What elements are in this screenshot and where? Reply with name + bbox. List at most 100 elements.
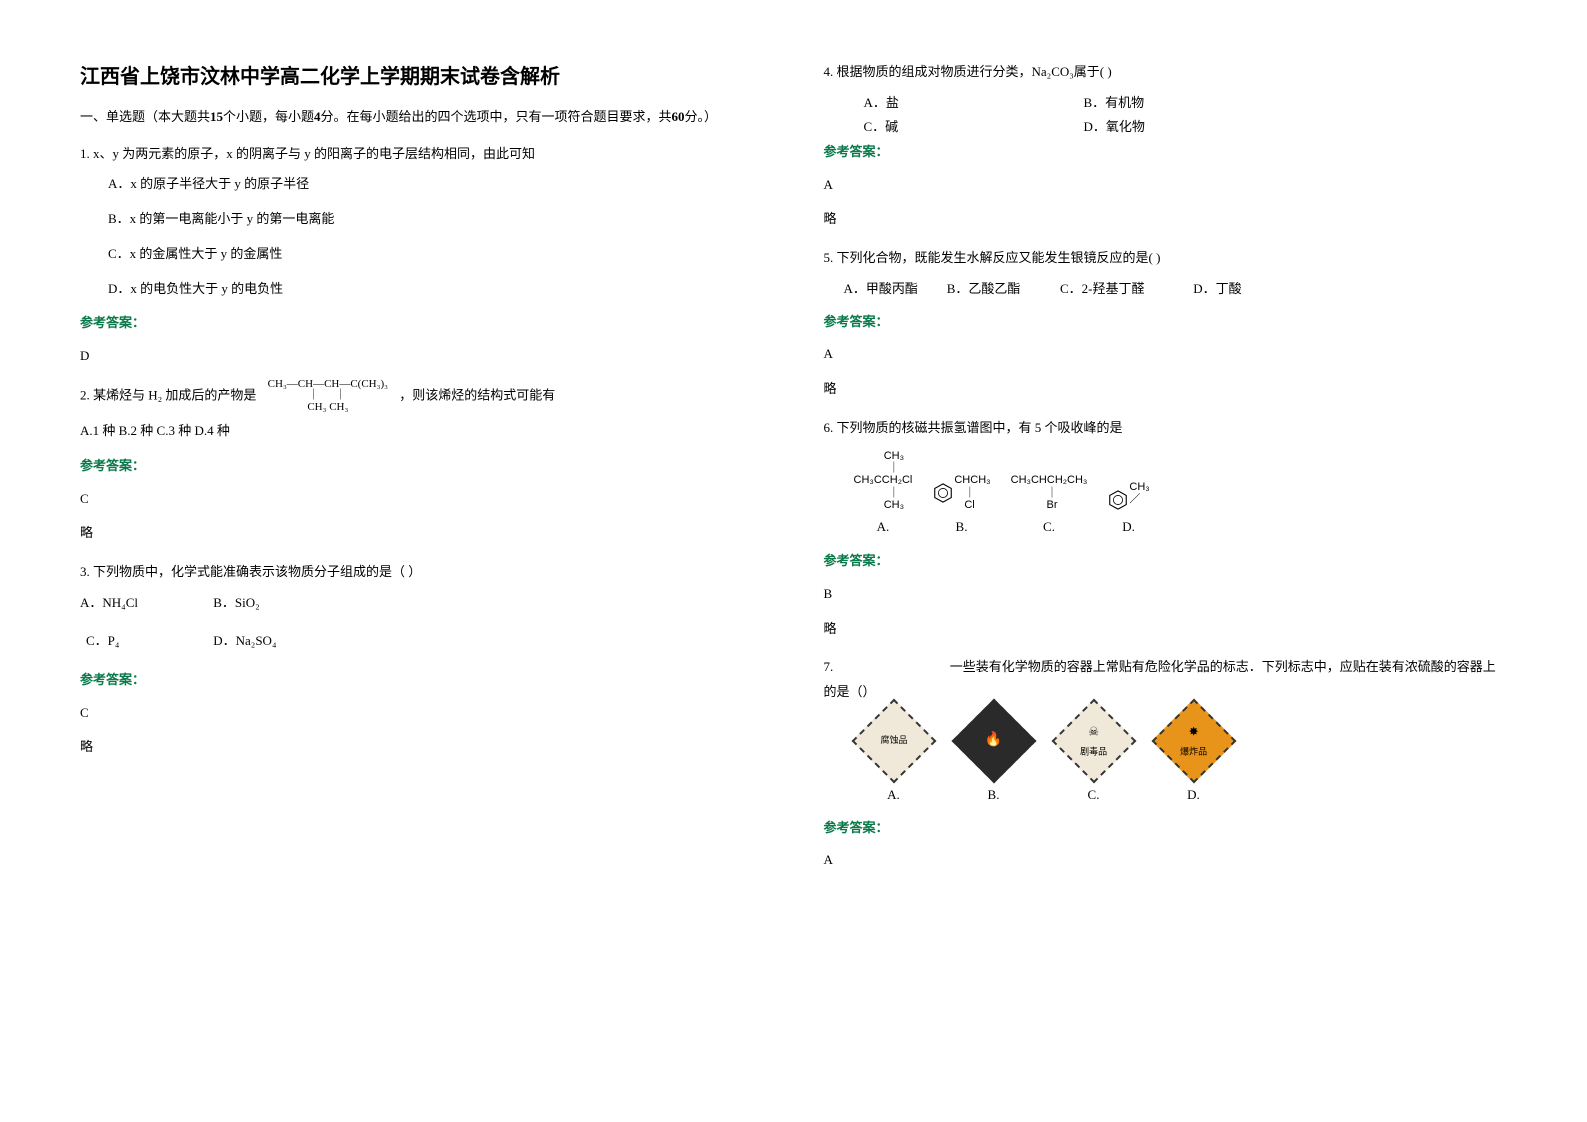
haz-a-text: 腐蚀品 bbox=[880, 732, 907, 749]
q5-opt-c: C．2-羟基丁醛 bbox=[1060, 277, 1190, 302]
benzene-ring-icon bbox=[932, 482, 954, 504]
q6-answer: B bbox=[824, 582, 1508, 607]
benzene-ring-icon bbox=[1107, 489, 1129, 511]
q4-row1: A．盐 B．有机物 bbox=[824, 91, 1508, 116]
q5-answer: A bbox=[824, 342, 1508, 367]
q7-answer-label: 参考答案： bbox=[824, 816, 1508, 841]
q6-molecules: CH₃ ｜ CH₃CCH₂Cl ｜ CH₃ A. CHCH₃ ｜ bbox=[824, 450, 1508, 539]
q6-b-l2: Cl bbox=[954, 499, 974, 511]
q3-opt-a: A．NH₄Cl bbox=[80, 591, 210, 616]
q7-answer: A bbox=[824, 848, 1508, 873]
q4-answer: A bbox=[824, 173, 1508, 198]
q5-opts: A．甲酸丙酯 B．乙酸乙酯 C．2-羟基丁醛 D．丁酸 bbox=[824, 277, 1508, 302]
q6-b-structure: CHCH₃ ｜ Cl bbox=[932, 474, 990, 510]
hazard-opt-b: 🔥 B. bbox=[964, 711, 1024, 808]
q1-opt-c: C．x 的金属性大于 y 的金属性 bbox=[80, 242, 764, 267]
q7-label-c: C. bbox=[1064, 783, 1124, 808]
q1-answer-label: 参考答案： bbox=[80, 311, 764, 336]
q2-struct-bot: CH₃ CH₃ bbox=[307, 401, 348, 413]
q3-text: 3. 下列物质中，化学式能准确表示该物质分子组成的是（ ） bbox=[80, 560, 764, 585]
hazard-opt-a: 腐蚀品 A. bbox=[864, 711, 924, 808]
question-7: 7. 一些装有化学物质的容器上常贴有危险化学品的标志．下列标志中，应贴在装有浓硫… bbox=[824, 655, 1508, 872]
sec-mid1: 个小题，每小题 bbox=[223, 109, 314, 124]
q4-opt-a: A．盐 bbox=[864, 91, 1084, 116]
q6-text: 6. 下列物质的核磁共振氢谱图中，有 5 个吸收峰的是 bbox=[824, 416, 1508, 441]
right-column: 4. 根据物质的组成对物质进行分类，Na₂CO₃属于( ) A．盐 B．有机物 … bbox=[794, 60, 1538, 1082]
q6-a-l3: CH₃ bbox=[854, 499, 913, 511]
sec-count: 15 bbox=[210, 109, 223, 124]
hazard-explosive-icon: ✸ 爆炸品 bbox=[1151, 698, 1236, 783]
q5-opt-a: A．甲酸丙酯 bbox=[844, 277, 944, 302]
q3-opt-d: D．Na₂SO₄ bbox=[213, 633, 276, 648]
q3-answer-label: 参考答案： bbox=[80, 668, 764, 693]
question-6: 6. 下列物质的核磁共振氢谱图中，有 5 个吸收峰的是 CH₃ ｜ CH₃CCH… bbox=[824, 416, 1508, 642]
q2-structure: CH₃—CH—CH—C(CH₃)₃ ｜ ｜ CH₃ CH₃ bbox=[268, 379, 388, 414]
q6-mol-b: CHCH₃ ｜ Cl B. bbox=[932, 474, 990, 539]
q4-omit: 略 bbox=[824, 207, 1508, 232]
q4-answer-label: 参考答案： bbox=[824, 140, 1508, 165]
q2-answer-label: 参考答案： bbox=[80, 454, 764, 479]
q6-a-l1: CH₃ bbox=[854, 450, 913, 462]
q6-c-structure: CH₃CHCH₂CH₃ ｜ Br bbox=[1011, 474, 1088, 510]
hazard-opt-d: ✸ 爆炸品 D. bbox=[1164, 711, 1224, 808]
hazard-corrosive-icon: 腐蚀品 bbox=[851, 698, 936, 783]
q6-label-a: A. bbox=[854, 515, 913, 540]
q5-answer-label: 参考答案： bbox=[824, 310, 1508, 335]
q6-a-structure: CH₃ ｜ CH₃CCH₂Cl ｜ CH₃ bbox=[854, 450, 913, 510]
q6-d-l1: CH₃ bbox=[1129, 481, 1149, 493]
q6-mol-a: CH₃ ｜ CH₃CCH₂Cl ｜ CH₃ A. bbox=[854, 450, 913, 539]
q1-opt-d: D．x 的电负性大于 y 的电负性 bbox=[80, 277, 764, 302]
section-1-header: 一、单选题（本大题共15个小题，每小题4分。在每小题给出的四个选项中，只有一项符… bbox=[80, 107, 764, 128]
q1-text: 1. x、y 为两元素的原子，x 的阴离子与 y 的阳离子的电子层结构相同，由此… bbox=[80, 142, 764, 167]
q7-hazard-icons: 腐蚀品 A. 🔥 B. ☠ 剧毒品 C. bbox=[824, 711, 1508, 808]
q5-opt-b: B．乙酸乙酯 bbox=[947, 277, 1057, 302]
q6-label-d: D. bbox=[1107, 515, 1149, 540]
q4-opt-b: B．有机物 bbox=[1084, 91, 1304, 116]
sec-pre: 一、单选题（本大题共 bbox=[80, 109, 210, 124]
q5-opt-d: D．丁酸 bbox=[1193, 281, 1241, 296]
question-3: 3. 下列物质中，化学式能准确表示该物质分子组成的是（ ） A．NH₄Cl B．… bbox=[80, 560, 764, 760]
q2-text: 2. 某烯烃与 H₂ 加成后的产物是 CH₃—CH—CH—C(CH₃)₃ ｜ ｜… bbox=[80, 379, 764, 414]
q6-b-l1: CHCH₃ bbox=[954, 474, 990, 486]
left-column: 江西省上饶市汶林中学高二化学上学期期末试卷含解析 一、单选题（本大题共15个小题… bbox=[50, 60, 794, 1082]
q7-label-d: D. bbox=[1164, 783, 1224, 808]
q1-opt-a: A．x 的原子半径大于 y 的原子半径 bbox=[80, 172, 764, 197]
q3-opts-row2: C．P₄ D．Na₂SO₄ bbox=[80, 629, 764, 654]
q6-answer-label: 参考答案： bbox=[824, 549, 1508, 574]
q6-mol-d: CH₃ ／ D. bbox=[1107, 489, 1149, 540]
haz-c-text: 剧毒品 bbox=[1080, 744, 1107, 761]
sec-mid2: 分。在每小题给出的四个选项中，只有一项符合题目要求，共 bbox=[321, 109, 672, 124]
sec-total: 60 bbox=[672, 109, 685, 124]
exam-title: 江西省上饶市汶林中学高二化学上学期期末试卷含解析 bbox=[80, 60, 764, 89]
q2-post: ，则该烯烃的结构式可能有 bbox=[399, 387, 555, 402]
q2-pre: 2. 某烯烃与 H₂ 加成后的产物是 bbox=[80, 387, 256, 402]
q4-opt-d: D．氧化物 bbox=[1084, 115, 1304, 140]
q5-omit: 略 bbox=[824, 377, 1508, 402]
hazard-toxic-icon: ☠ 剧毒品 bbox=[1051, 698, 1136, 783]
q7-label-b: B. bbox=[964, 783, 1024, 808]
q7-label-a: A. bbox=[864, 783, 924, 808]
q1-opt-b: B．x 的第一电离能小于 y 的第一电离能 bbox=[80, 207, 764, 232]
q7-text: 7. 一些装有化学物质的容器上常贴有危险化学品的标志．下列标志中，应贴在装有浓硫… bbox=[824, 655, 1508, 704]
q4-row2: C．碱 D．氧化物 bbox=[824, 115, 1508, 140]
q6-c-l1: CH₃CHCH₂CH₃ bbox=[1011, 474, 1088, 486]
hazard-flammable-icon: 🔥 bbox=[951, 698, 1036, 783]
q6-d-structure: CH₃ ／ bbox=[1107, 489, 1149, 511]
q6-label-b: B. bbox=[932, 515, 990, 540]
q6-a-l2: CH₃CCH₂Cl bbox=[854, 474, 913, 486]
q3-omit: 略 bbox=[80, 735, 764, 760]
q7-mid: 一些装有化学物质的容器上常贴有危险化学品的标志．下列标志中，应贴在装有浓硫酸的容… bbox=[824, 659, 1496, 699]
q7-pre: 7. bbox=[824, 659, 837, 674]
q6-mol-c: CH₃CHCH₂CH₃ ｜ Br C. bbox=[1011, 474, 1088, 539]
haz-d-text: 爆炸品 bbox=[1180, 744, 1207, 761]
q2-omit: 略 bbox=[80, 521, 764, 546]
q6-c-l2: Br bbox=[1011, 499, 1088, 511]
question-2: 2. 某烯烃与 H₂ 加成后的产物是 CH₃—CH—CH—C(CH₃)₃ ｜ ｜… bbox=[80, 379, 764, 546]
q6-omit: 略 bbox=[824, 617, 1508, 642]
question-5: 5. 下列化合物，既能发生水解反应又能发生银镜反应的是( ) A．甲酸丙酯 B．… bbox=[824, 246, 1508, 401]
q2-opts: A.1 种 B.2 种 C.3 种 D.4 种 bbox=[80, 419, 764, 444]
q6-label-c: C. bbox=[1011, 515, 1088, 540]
q5-text: 5. 下列化合物，既能发生水解反应又能发生银镜反应的是( ) bbox=[824, 246, 1508, 271]
hazard-opt-c: ☠ 剧毒品 C. bbox=[1064, 711, 1124, 808]
q3-opt-c: C．P₄ bbox=[80, 629, 210, 654]
